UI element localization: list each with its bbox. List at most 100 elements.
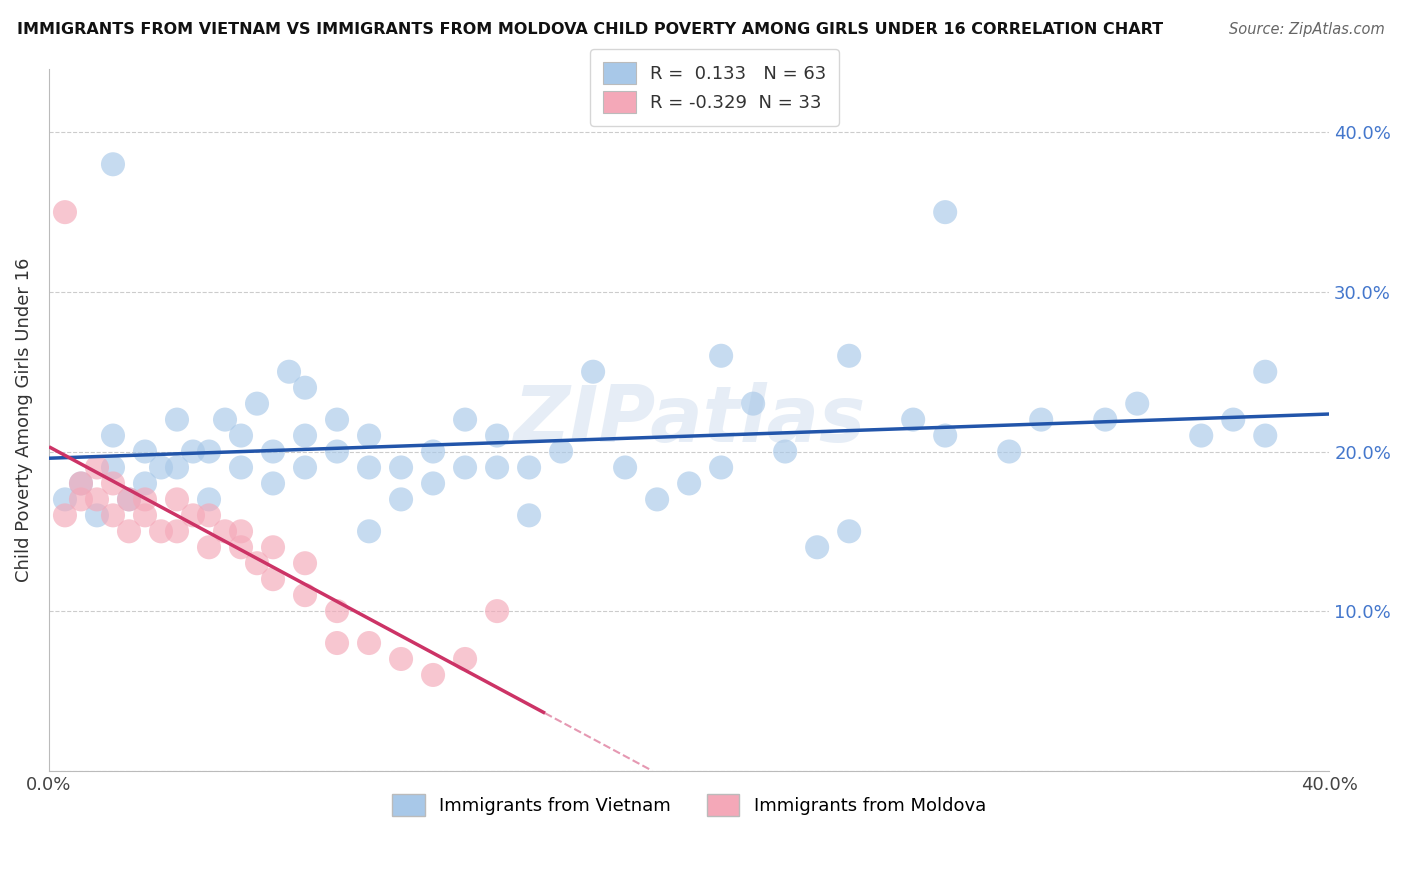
Text: Source: ZipAtlas.com: Source: ZipAtlas.com [1229, 22, 1385, 37]
Point [326, 444, 349, 458]
Point [678, 476, 700, 491]
Point [1189, 428, 1212, 442]
Point [454, 652, 477, 666]
Point [101, 428, 124, 442]
Point [645, 492, 668, 507]
Point [262, 444, 284, 458]
Legend: Immigrants from Vietnam, Immigrants from Moldova: Immigrants from Vietnam, Immigrants from… [382, 785, 995, 825]
Point [198, 444, 221, 458]
Point [86, 492, 108, 507]
Point [517, 508, 540, 523]
Point [134, 492, 156, 507]
Point [166, 492, 188, 507]
Point [454, 412, 477, 426]
Point [166, 524, 188, 539]
Point [134, 508, 156, 523]
Point [389, 652, 412, 666]
Point [294, 381, 316, 395]
Point [1222, 412, 1244, 426]
Point [229, 541, 252, 555]
Point [150, 524, 173, 539]
Point [101, 476, 124, 491]
Point [326, 412, 349, 426]
Point [86, 460, 108, 475]
Point [454, 460, 477, 475]
Point [582, 365, 605, 379]
Point [357, 428, 380, 442]
Point [1094, 412, 1116, 426]
Point [422, 476, 444, 491]
Point [1254, 428, 1277, 442]
Point [262, 572, 284, 586]
Point [486, 428, 509, 442]
Point [101, 157, 124, 171]
Point [326, 604, 349, 618]
Point [101, 460, 124, 475]
Point [710, 460, 733, 475]
Point [118, 524, 141, 539]
Point [1031, 412, 1053, 426]
Point [294, 556, 316, 570]
Point [294, 460, 316, 475]
Point [134, 476, 156, 491]
Point [742, 397, 765, 411]
Point [486, 604, 509, 618]
Point [550, 444, 572, 458]
Point [246, 556, 269, 570]
Point [181, 444, 204, 458]
Point [118, 492, 141, 507]
Point [422, 444, 444, 458]
Point [934, 205, 956, 219]
Point [357, 524, 380, 539]
Text: ZIPatlas: ZIPatlas [513, 382, 865, 458]
Point [838, 524, 860, 539]
Point [357, 460, 380, 475]
Point [1126, 397, 1149, 411]
Point [214, 524, 236, 539]
Point [773, 444, 796, 458]
Point [901, 412, 924, 426]
Point [214, 412, 236, 426]
Point [229, 524, 252, 539]
Point [710, 349, 733, 363]
Point [166, 460, 188, 475]
Point [150, 460, 173, 475]
Point [389, 460, 412, 475]
Point [198, 508, 221, 523]
Point [838, 349, 860, 363]
Point [229, 428, 252, 442]
Point [246, 397, 269, 411]
Point [357, 636, 380, 650]
Point [614, 460, 637, 475]
Point [326, 636, 349, 650]
Point [134, 444, 156, 458]
Point [53, 492, 76, 507]
Point [53, 508, 76, 523]
Text: IMMIGRANTS FROM VIETNAM VS IMMIGRANTS FROM MOLDOVA CHILD POVERTY AMONG GIRLS UND: IMMIGRANTS FROM VIETNAM VS IMMIGRANTS FR… [17, 22, 1163, 37]
Point [486, 460, 509, 475]
Point [998, 444, 1021, 458]
Point [294, 428, 316, 442]
Point [1254, 365, 1277, 379]
Point [517, 460, 540, 475]
Point [806, 541, 828, 555]
Point [934, 428, 956, 442]
Point [229, 460, 252, 475]
Point [198, 492, 221, 507]
Point [294, 588, 316, 602]
Point [101, 508, 124, 523]
Point [70, 492, 93, 507]
Point [389, 492, 412, 507]
Point [422, 668, 444, 682]
Point [278, 365, 301, 379]
Point [198, 541, 221, 555]
Point [262, 541, 284, 555]
Point [86, 508, 108, 523]
Point [262, 476, 284, 491]
Point [70, 476, 93, 491]
Point [166, 412, 188, 426]
Point [53, 205, 76, 219]
Y-axis label: Child Poverty Among Girls Under 16: Child Poverty Among Girls Under 16 [15, 258, 32, 582]
Point [118, 492, 141, 507]
Point [70, 476, 93, 491]
